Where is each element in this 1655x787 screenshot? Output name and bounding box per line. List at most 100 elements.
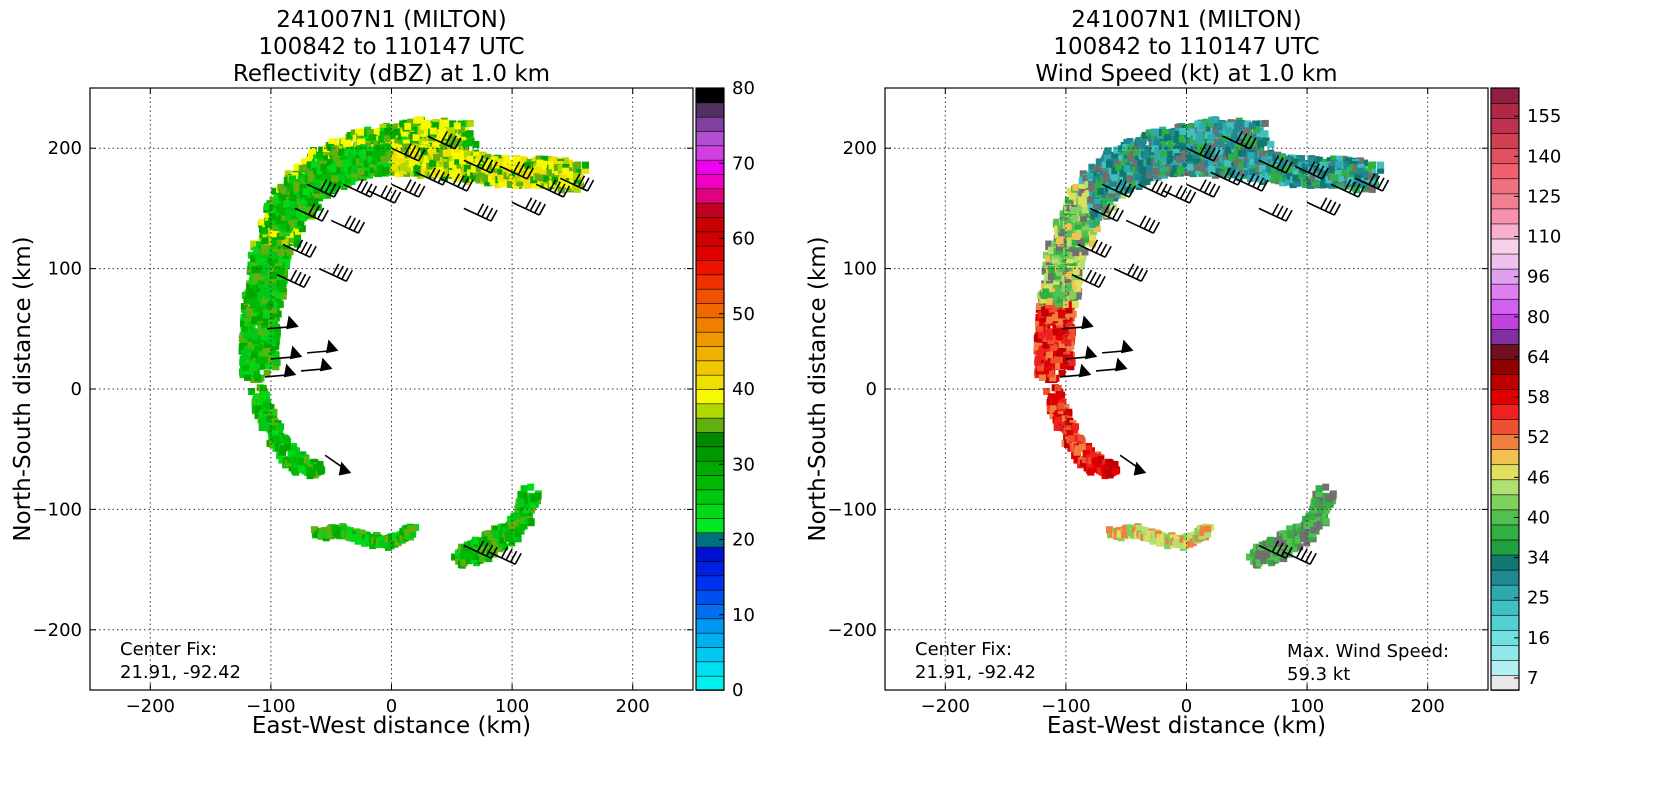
echo-cell bbox=[360, 539, 368, 547]
barb-feather bbox=[485, 159, 494, 172]
colorbar-segment bbox=[695, 632, 725, 648]
echo-cell bbox=[272, 362, 280, 370]
echo-cell bbox=[439, 150, 447, 158]
echo-cell bbox=[467, 137, 475, 145]
echo-cell bbox=[384, 535, 392, 543]
wind-barb bbox=[342, 179, 378, 198]
echo-cell bbox=[443, 120, 451, 128]
echo-cell bbox=[260, 227, 268, 235]
echo-cell bbox=[391, 163, 399, 171]
barb-feather bbox=[481, 205, 489, 218]
echo-cell bbox=[380, 155, 388, 163]
echo-cell bbox=[409, 525, 417, 533]
echo-cell bbox=[463, 165, 471, 173]
echo-cell bbox=[1058, 345, 1066, 353]
echo-cell bbox=[409, 530, 417, 538]
echo-cell bbox=[1037, 353, 1045, 361]
x-tick-label: −200 bbox=[126, 696, 175, 717]
echo-cell bbox=[302, 164, 310, 172]
echo-cell bbox=[247, 251, 255, 259]
barb-feather bbox=[312, 205, 320, 218]
echo-cell bbox=[321, 530, 329, 538]
echo-cell bbox=[484, 166, 492, 174]
echo-cell bbox=[1067, 362, 1075, 370]
echo-cell bbox=[356, 145, 364, 153]
echo-cell bbox=[270, 247, 278, 255]
echo-cell bbox=[1068, 295, 1076, 303]
wind-barb bbox=[330, 215, 366, 234]
echo-cell bbox=[240, 320, 248, 328]
barb-feather bbox=[437, 171, 445, 184]
echo-cell bbox=[258, 423, 266, 431]
barb-flag bbox=[283, 363, 297, 378]
echo-cell bbox=[1062, 312, 1070, 320]
colorbar-tick-label: 30 bbox=[732, 454, 755, 475]
echo-cell bbox=[1090, 227, 1098, 235]
echo-cell bbox=[247, 288, 255, 296]
wind-barb bbox=[324, 454, 352, 476]
echo-cell bbox=[261, 349, 269, 357]
echo-cell bbox=[378, 135, 386, 143]
barb-feather bbox=[332, 263, 340, 276]
echo-cell bbox=[260, 243, 268, 251]
echo-cell bbox=[448, 169, 456, 177]
echo-cell bbox=[289, 180, 297, 188]
echo-cell bbox=[1055, 296, 1063, 304]
colorbar-segment bbox=[695, 130, 725, 147]
echo-cell bbox=[328, 165, 336, 173]
echo-cell bbox=[512, 519, 520, 527]
echo-cell bbox=[268, 411, 276, 419]
echo-cell bbox=[519, 168, 527, 176]
barb-feather bbox=[369, 185, 378, 198]
echo-cell bbox=[278, 284, 286, 292]
echo-cell bbox=[275, 272, 283, 280]
echo-cell bbox=[565, 181, 573, 189]
echo-cell bbox=[1038, 345, 1046, 353]
echo-cell bbox=[447, 128, 455, 136]
echo-cell bbox=[466, 155, 474, 163]
echo-cell bbox=[395, 162, 403, 170]
echo-cell bbox=[339, 153, 347, 161]
echo-cell bbox=[492, 525, 500, 533]
echo-cell bbox=[520, 156, 528, 164]
echo-cell bbox=[454, 157, 462, 165]
colorbar-segment bbox=[695, 446, 725, 462]
echo-cell bbox=[395, 159, 403, 167]
echo-cell bbox=[487, 533, 495, 541]
echo-cell bbox=[429, 148, 437, 156]
echo-cell bbox=[470, 172, 478, 180]
echo-cell bbox=[277, 249, 285, 257]
chart-title-line: 100842 to 110147 UTC bbox=[1053, 34, 1319, 60]
echo-cell bbox=[246, 309, 254, 317]
colorbar-segment bbox=[695, 661, 725, 677]
echo-cell bbox=[269, 230, 277, 238]
echo-cell bbox=[288, 185, 296, 193]
echo-cell bbox=[466, 119, 474, 127]
echo-cell bbox=[290, 445, 298, 453]
echo-cell bbox=[454, 549, 462, 557]
barb-feather bbox=[289, 269, 298, 282]
echo-cell bbox=[1061, 268, 1069, 276]
echo-cell bbox=[367, 155, 375, 163]
echo-cell bbox=[361, 169, 369, 177]
barb-feather bbox=[481, 157, 489, 170]
echo-cell bbox=[484, 179, 492, 187]
echo-cell bbox=[299, 214, 307, 222]
echo-cell bbox=[1066, 351, 1074, 359]
wind-barb bbox=[391, 143, 426, 162]
echo-cell bbox=[453, 122, 461, 130]
echo-cell bbox=[242, 311, 250, 319]
echo-cell bbox=[1062, 294, 1070, 302]
barb-staff bbox=[282, 243, 311, 258]
echo-cell bbox=[266, 268, 274, 276]
center-fix-annotation: 21.91, -92.42 bbox=[120, 662, 241, 683]
echo-cell bbox=[470, 158, 478, 166]
echo-cell bbox=[442, 149, 450, 157]
echo-cell bbox=[408, 160, 416, 168]
echo-cell bbox=[351, 158, 359, 166]
chart-title-line: 241007N1 (MILTON) bbox=[1071, 7, 1302, 33]
echo-cell bbox=[1064, 230, 1072, 238]
echo-cell bbox=[1064, 272, 1072, 280]
barb-flag bbox=[286, 315, 299, 330]
echo-cell bbox=[292, 467, 300, 475]
